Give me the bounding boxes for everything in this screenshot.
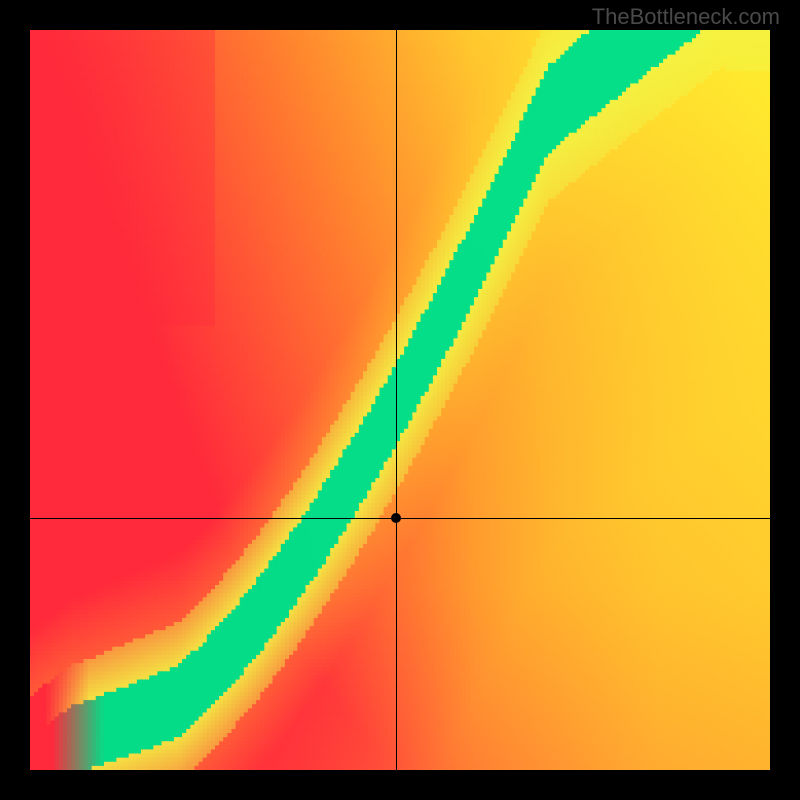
plot-area xyxy=(30,30,770,770)
watermark-text: TheBottleneck.com xyxy=(592,4,780,30)
heatmap-canvas xyxy=(30,30,770,770)
data-point-marker xyxy=(391,513,401,523)
chart-container: TheBottleneck.com xyxy=(0,0,800,800)
crosshair-vertical xyxy=(396,30,397,770)
